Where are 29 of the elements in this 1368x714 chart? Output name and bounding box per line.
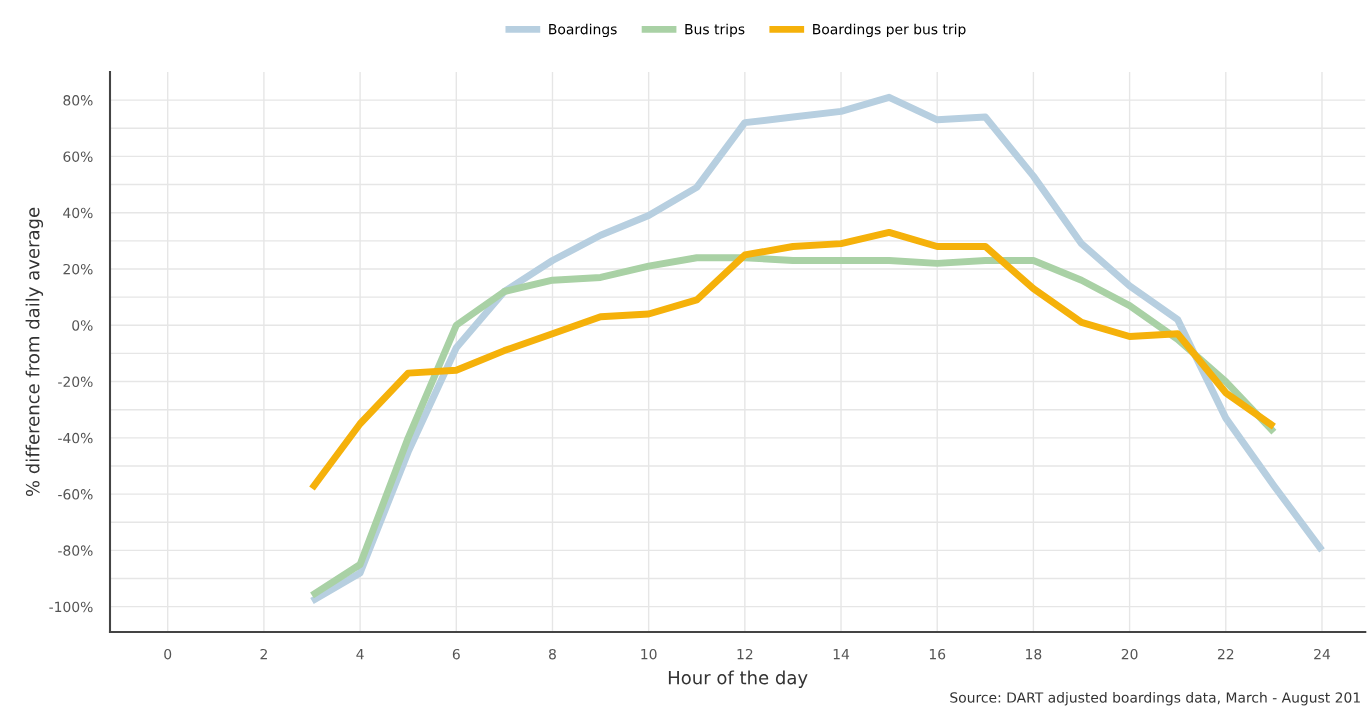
y-tick-label: 0% [72, 320, 93, 331]
x-tick-label: 14 [833, 649, 850, 660]
legend-label: Bus trips [685, 23, 745, 38]
y-tick-label: -20% [58, 376, 93, 388]
x-tick-label: 4 [356, 649, 364, 660]
x-tick-label: 10 [641, 648, 657, 660]
x-tick-label: 0 [164, 648, 172, 660]
x-tick-label: 12 [737, 648, 753, 660]
y-tick-label: 40% [63, 207, 93, 219]
y-tick-label: -40% [58, 432, 93, 444]
y-tick-label: -100% [49, 601, 93, 613]
y-tick-label: -60% [58, 489, 93, 500]
y-tick-label: 20% [63, 263, 93, 275]
source-note: Source: DART adjusted boardings data, March - August 201 [950, 691, 1360, 706]
y-tick-label: -80% [58, 545, 93, 556]
x-tick-label: 8 [548, 648, 556, 660]
x-tick-label: 2 [260, 648, 267, 660]
legend-label: Boardings [549, 23, 617, 38]
x-tick-label: 20 [1121, 648, 1138, 660]
x-axis-title: Hour of the day [668, 670, 808, 688]
x-tick-label: 18 [1026, 648, 1042, 660]
legend-label: Boardings per bus trip [813, 23, 966, 38]
y-tick-label: 60% [63, 151, 93, 162]
x-tick-label: 6 [452, 648, 460, 660]
y-axis-title: % difference from daily average [25, 207, 44, 497]
x-tick-label: 24 [1314, 648, 1331, 660]
y-tick-label: 80% [63, 95, 93, 106]
x-tick-label: 16 [929, 648, 946, 660]
x-tick-label: 22 [1217, 648, 1234, 660]
